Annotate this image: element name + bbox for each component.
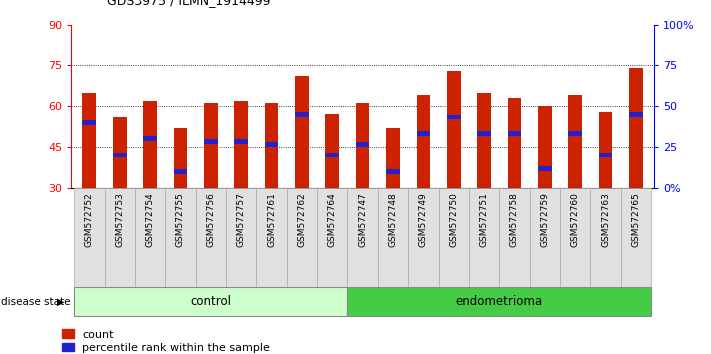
Text: GSM572757: GSM572757 bbox=[237, 193, 245, 247]
Bar bbox=[629, 68, 643, 188]
Bar bbox=[204, 103, 218, 188]
Bar bbox=[439, 188, 469, 287]
Text: GSM572764: GSM572764 bbox=[328, 193, 337, 247]
Bar bbox=[417, 95, 430, 188]
Bar bbox=[499, 188, 530, 287]
Text: GSM572762: GSM572762 bbox=[297, 193, 306, 247]
Bar bbox=[74, 287, 348, 316]
Bar bbox=[348, 287, 651, 316]
Bar bbox=[113, 153, 127, 158]
Bar bbox=[378, 188, 408, 287]
Bar bbox=[326, 114, 339, 188]
Bar bbox=[317, 188, 348, 287]
Text: GSM572754: GSM572754 bbox=[146, 193, 154, 247]
Bar bbox=[538, 106, 552, 188]
Text: GSM572747: GSM572747 bbox=[358, 193, 367, 247]
Text: GSM572752: GSM572752 bbox=[85, 193, 94, 247]
Bar bbox=[264, 142, 278, 147]
Bar bbox=[477, 93, 491, 188]
Text: GSM572760: GSM572760 bbox=[571, 193, 579, 247]
Text: GSM572758: GSM572758 bbox=[510, 193, 519, 247]
Text: endometrioma: endometrioma bbox=[456, 295, 542, 308]
Bar bbox=[356, 142, 370, 147]
Text: GSM572756: GSM572756 bbox=[206, 193, 215, 247]
Bar bbox=[287, 188, 317, 287]
Text: control: control bbox=[191, 295, 231, 308]
Bar bbox=[560, 188, 590, 287]
Text: disease state: disease state bbox=[1, 297, 70, 307]
Text: GSM572753: GSM572753 bbox=[115, 193, 124, 247]
Bar bbox=[326, 153, 339, 158]
Bar bbox=[82, 93, 96, 188]
Text: GSM572761: GSM572761 bbox=[267, 193, 276, 247]
Bar bbox=[135, 188, 165, 287]
Bar bbox=[173, 128, 187, 188]
Bar bbox=[196, 188, 226, 287]
Bar bbox=[621, 188, 651, 287]
Bar bbox=[113, 117, 127, 188]
Text: GSM572750: GSM572750 bbox=[449, 193, 458, 247]
Text: GSM572763: GSM572763 bbox=[601, 193, 610, 247]
Bar bbox=[235, 139, 248, 144]
Bar bbox=[568, 95, 582, 188]
Bar bbox=[599, 112, 612, 188]
Bar bbox=[257, 188, 287, 287]
Bar bbox=[226, 188, 257, 287]
Bar bbox=[590, 188, 621, 287]
Bar bbox=[173, 169, 187, 174]
Bar bbox=[477, 131, 491, 136]
Bar bbox=[447, 115, 461, 120]
Bar bbox=[629, 112, 643, 117]
Text: GSM572749: GSM572749 bbox=[419, 193, 428, 247]
Text: GSM572765: GSM572765 bbox=[631, 193, 641, 247]
Bar bbox=[386, 169, 400, 174]
Text: GSM572755: GSM572755 bbox=[176, 193, 185, 247]
Bar bbox=[82, 120, 96, 125]
Bar bbox=[408, 188, 439, 287]
Bar bbox=[264, 103, 278, 188]
Legend: count, percentile rank within the sample: count, percentile rank within the sample bbox=[63, 330, 270, 353]
Text: GSM572751: GSM572751 bbox=[480, 193, 488, 247]
Bar bbox=[356, 103, 370, 188]
Bar bbox=[417, 131, 430, 136]
Text: ▶: ▶ bbox=[56, 297, 64, 307]
Bar bbox=[74, 188, 105, 287]
Bar bbox=[538, 166, 552, 171]
Bar bbox=[165, 188, 196, 287]
Bar bbox=[295, 112, 309, 117]
Bar bbox=[530, 188, 560, 287]
Bar bbox=[469, 188, 499, 287]
Bar bbox=[599, 153, 612, 158]
Text: GSM572748: GSM572748 bbox=[388, 193, 397, 247]
Bar bbox=[105, 188, 135, 287]
Bar bbox=[143, 101, 157, 188]
Bar bbox=[235, 101, 248, 188]
Text: GDS3975 / ILMN_1914499: GDS3975 / ILMN_1914499 bbox=[107, 0, 270, 7]
Bar bbox=[386, 128, 400, 188]
Bar bbox=[295, 76, 309, 188]
Text: GSM572759: GSM572759 bbox=[540, 193, 550, 247]
Bar bbox=[508, 98, 521, 188]
Bar bbox=[143, 136, 157, 141]
Bar bbox=[204, 139, 218, 144]
Bar bbox=[508, 131, 521, 136]
Bar bbox=[447, 71, 461, 188]
Bar bbox=[568, 131, 582, 136]
Bar bbox=[348, 188, 378, 287]
